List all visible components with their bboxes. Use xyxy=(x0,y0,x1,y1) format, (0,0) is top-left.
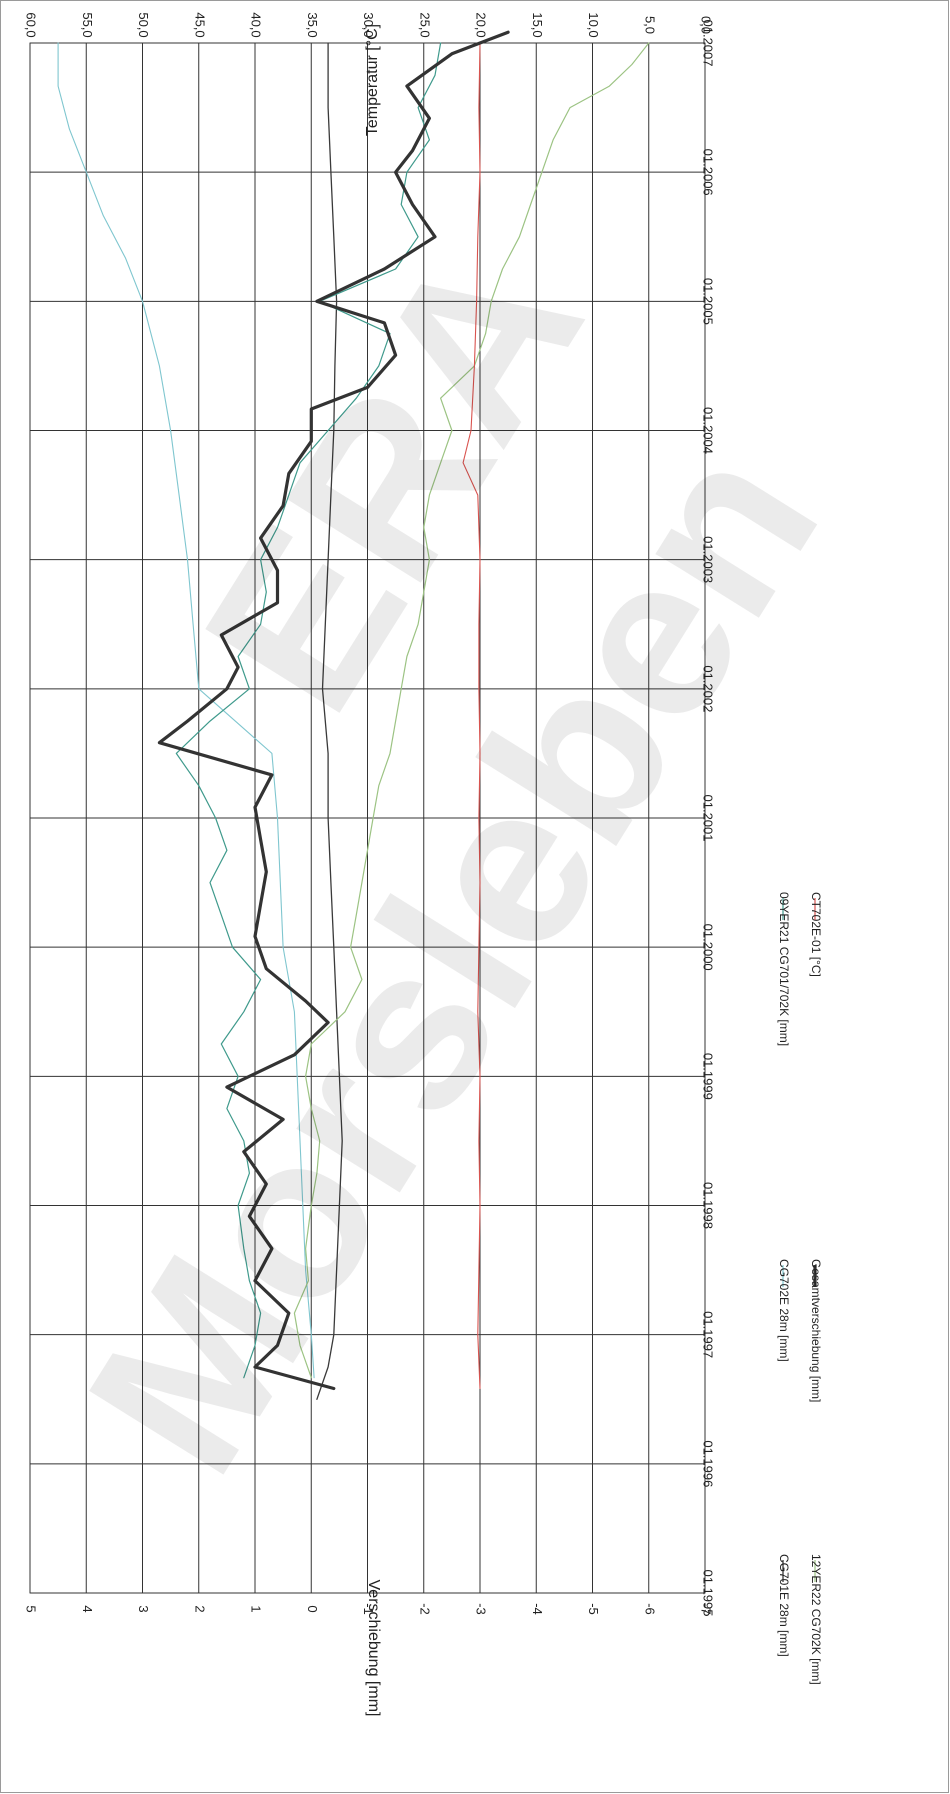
date-tick-label: 01.2002 xyxy=(700,665,715,712)
left-tick-label: -4 xyxy=(530,1603,545,1615)
left-tick-label: -1 xyxy=(361,1603,376,1615)
legend-label: CG701E 28m [mm] xyxy=(777,1554,791,1657)
left-tick-label: 2 xyxy=(192,1605,207,1612)
right-tick-label: 0,0 xyxy=(699,16,714,34)
legend-label: Gesamtverschiebung [mm] xyxy=(809,1259,823,1402)
right-tick-label: 15,0 xyxy=(530,12,545,37)
date-tick-label: 01.1996 xyxy=(700,1440,715,1487)
right-tick-label: 60,0 xyxy=(24,12,39,37)
date-tick-label: 01.2000 xyxy=(700,924,715,971)
right-tick-label: 55,0 xyxy=(80,12,95,37)
right-tick-label: 35,0 xyxy=(305,12,320,37)
date-tick-label: 01.1995 xyxy=(700,1570,715,1617)
right-axis-ticks: 60,0 55,0 50,0 45,0 40,0 35,0 30,0 25,0 20,0 15,0… xyxy=(24,12,714,37)
series-line-3 xyxy=(293,42,650,1379)
left-tick-label: 5 xyxy=(24,1605,39,1612)
date-tick-label: 01.1998 xyxy=(700,1182,715,1229)
legend-label: CT702E-01 [°C] xyxy=(809,892,823,977)
right-tick-label: 25,0 xyxy=(417,12,432,37)
left-axis-title: Verschiebung [mm] xyxy=(365,1580,382,1717)
series-line-6 xyxy=(462,42,481,1390)
left-tick-label: 0 xyxy=(305,1605,320,1612)
series-lines xyxy=(57,30,650,1400)
left-tick-label: 3 xyxy=(136,1605,151,1612)
legend-label: 12YER22 CG702K [mm] xyxy=(809,1554,823,1685)
series-line-5 xyxy=(157,30,510,1391)
series-line-4 xyxy=(175,42,442,1379)
left-tick-label: 4 xyxy=(80,1605,95,1612)
series-line-2 xyxy=(57,42,315,1379)
date-axis-ticks: 01.1995 01.1996 01.1997 01.1998 01.1999 01.20… xyxy=(700,20,715,1617)
left-axis-ticks: 5 4 3 2 1 0 -1 -2 -3 -4 -5 -6 -7 xyxy=(24,1603,714,1615)
left-tick-label: -3 xyxy=(474,1603,489,1615)
right-tick-label: 5,0 xyxy=(642,16,657,34)
right-tick-label: 20,0 xyxy=(474,12,489,37)
legend-label: 09YER21 CG701/702K [mm] xyxy=(777,892,791,1046)
left-tick-label: -6 xyxy=(642,1603,657,1615)
left-tick-label: 1 xyxy=(249,1605,264,1612)
series-line-1 xyxy=(316,42,343,1400)
right-tick-label: 45,0 xyxy=(192,12,207,37)
date-tick-label: 01.2004 xyxy=(700,407,715,454)
date-tick-label: 01.1997 xyxy=(700,1311,715,1358)
left-tick-label: -7 xyxy=(699,1603,714,1615)
right-tick-label: 30,0 xyxy=(361,12,376,37)
left-tick-label: -2 xyxy=(417,1603,432,1615)
right-tick-label: 10,0 xyxy=(586,12,601,37)
right-tick-label: 50,0 xyxy=(136,12,151,37)
date-tick-label: 01.2006 xyxy=(700,149,715,196)
date-tick-label: 01.2005 xyxy=(700,278,715,325)
legend: CG701E 28m [mm] 12YER22 CG702K [mm] CG702E… xyxy=(777,892,823,1685)
axis-titles: Verschiebung [mm] Temperatur [°C] xyxy=(364,24,382,1717)
date-tick-label: 01.1999 xyxy=(700,1053,715,1100)
date-tick-label: 01.2003 xyxy=(700,536,715,583)
left-tick-label: -5 xyxy=(586,1603,601,1615)
legend-label: CG702E 28m [mm] xyxy=(777,1259,791,1362)
right-axis-title: Temperatur [°C] xyxy=(364,24,381,136)
date-tick-label: 01.2007 xyxy=(700,20,715,67)
right-tick-label: 40,0 xyxy=(249,12,264,37)
date-tick-label: 01.2001 xyxy=(700,795,715,842)
